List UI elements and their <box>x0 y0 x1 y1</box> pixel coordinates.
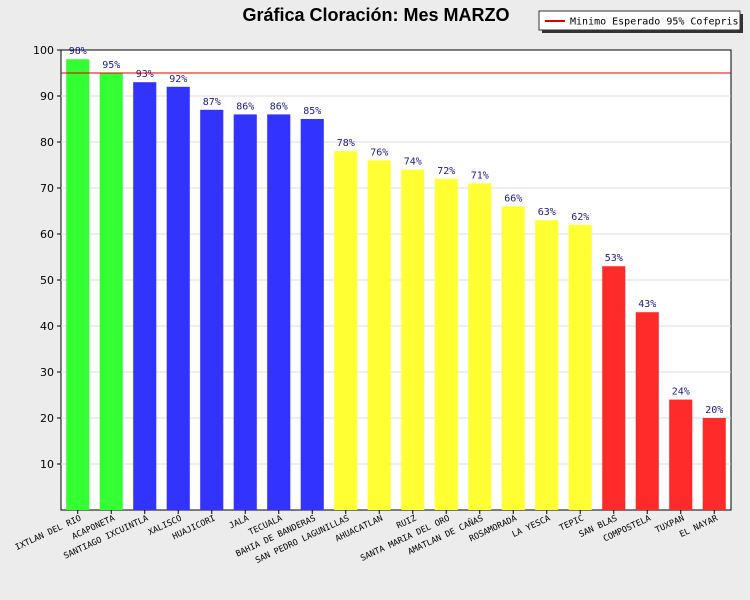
bar <box>468 183 492 510</box>
bar <box>401 169 425 510</box>
bar <box>166 86 190 511</box>
value-label: 66% <box>504 193 522 204</box>
bar <box>635 312 659 510</box>
bar <box>99 73 123 510</box>
y-axis: 10 20 30 40 50 60 70 80 90 100 <box>33 44 61 471</box>
bar <box>501 206 525 510</box>
value-label: 53% <box>605 253 623 264</box>
value-label: 87% <box>203 97 221 108</box>
value-label: 71% <box>471 170 489 181</box>
chart-title: Gráfica Cloración: Mes MARZO <box>242 5 509 25</box>
bar <box>300 119 324 510</box>
value-label: 85% <box>303 106 321 117</box>
value-label: 98% <box>69 46 87 57</box>
value-label: 95% <box>102 60 120 71</box>
value-label: 24% <box>672 387 690 398</box>
bar <box>133 82 157 510</box>
bar <box>535 220 559 510</box>
value-labels: 98% 95% 93% 92% 87% 86% 86% 85% 78% 76% 74% 72% 71% 6… <box>69 46 724 416</box>
bar <box>702 418 726 510</box>
y-tick-label: 20 <box>40 412 54 425</box>
value-label: 78% <box>337 138 355 149</box>
bar <box>602 266 626 510</box>
y-tick-label: 90 <box>40 90 54 103</box>
bar <box>267 114 291 511</box>
value-label: 86% <box>236 101 254 112</box>
bars <box>66 59 726 511</box>
bar <box>367 160 391 510</box>
y-tick-label: 100 <box>33 44 54 57</box>
bar <box>669 399 693 510</box>
bar <box>334 151 358 510</box>
value-label: 92% <box>169 74 187 85</box>
legend: Minimo Esperado 95% Cofepris <box>538 10 743 33</box>
category-label: LA YESCA <box>511 514 552 540</box>
bar <box>200 109 224 511</box>
y-tick-label: 70 <box>40 182 54 195</box>
value-label: 72% <box>437 166 455 177</box>
bar <box>434 178 458 511</box>
bar <box>66 59 90 510</box>
legend-box <box>538 10 741 31</box>
value-label: 63% <box>538 207 556 218</box>
value-label: 74% <box>404 157 422 168</box>
value-label: 20% <box>705 405 723 416</box>
value-label: 93% <box>136 69 154 80</box>
y-tick-label: 60 <box>40 228 54 241</box>
value-label: 62% <box>571 212 589 223</box>
value-label: 86% <box>270 101 288 112</box>
y-tick-label: 30 <box>40 366 54 379</box>
value-label: 76% <box>370 147 388 158</box>
y-tick-label: 40 <box>40 320 54 333</box>
value-label: 43% <box>638 299 656 310</box>
bar <box>568 224 592 511</box>
category-label: EL NAYAR <box>678 513 720 540</box>
y-tick-label: 10 <box>40 458 54 471</box>
bar <box>233 114 257 511</box>
legend-label: Minimo Esperado 95% Cofepris <box>570 17 739 28</box>
y-tick-label: 80 <box>40 136 54 149</box>
y-tick-label: 50 <box>40 274 54 287</box>
